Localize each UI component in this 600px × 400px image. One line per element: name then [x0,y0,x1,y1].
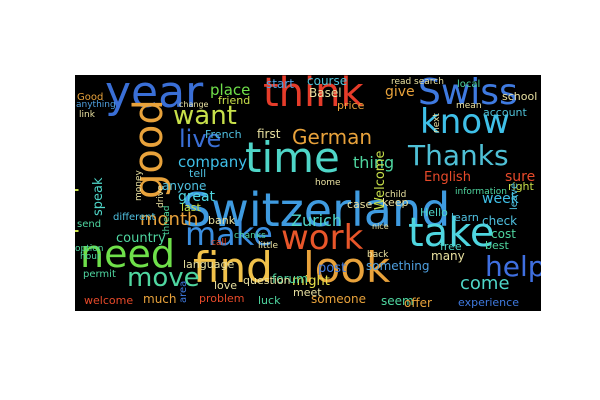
word-check: check [482,214,518,228]
word-bank: bank [208,214,236,227]
word-great: great [178,189,216,205]
word-look: look [303,243,391,292]
word-speak: speak [91,177,106,216]
word-many: many [431,249,465,263]
word-mean: mean [456,101,482,111]
word-think: think [263,75,364,116]
word-welcome: welcome [84,294,134,307]
word-month: month [140,209,199,230]
word-english: English [424,170,471,185]
word-help: help [485,250,541,283]
word-give: give [385,84,415,100]
word-place: place [210,81,251,99]
word-different: different [113,212,156,223]
word-much: much [143,292,177,306]
word-chanks: chanks [234,231,266,241]
word-meet: meet [293,286,322,299]
word-change: change [179,100,209,109]
word-offer: offer [404,296,432,310]
word-start: start [266,77,294,91]
word-want: want [173,101,237,131]
word-hello: Hello [420,206,448,219]
word-call: call [211,238,227,248]
word-permit: permit [83,269,116,280]
word-cost: cost [491,227,516,241]
word-problem: problem [199,292,245,305]
word-child: child [385,190,407,200]
word-language: language [183,258,235,271]
word-sure: sure [505,169,536,185]
word-right: right [508,180,534,193]
word-course: course [307,75,348,88]
word-tell: tell [189,167,207,180]
word-thing: thing [353,153,395,172]
word-last: last [181,201,201,214]
word-price: price [337,99,365,112]
word-basel: Basel [309,86,342,100]
word-country: country [116,231,166,246]
word-next: next [432,113,442,133]
word-thanks: Thanks [408,139,509,172]
word-good-small: Good [77,92,104,103]
word-send: send [77,219,102,230]
word-work: work [281,218,364,258]
word-luck: luck [258,294,281,307]
word-something: something [366,259,430,273]
word-someone: someone [311,292,366,306]
word-cloud: Switzerland find look year think Swiss t… [75,75,541,311]
word-love: love [214,279,238,292]
word-week: week [482,191,519,207]
word-switzerland: Switzerland [182,183,451,237]
word-question: question [243,274,291,287]
word-need: need [80,232,175,276]
word-account: account [483,106,527,119]
word-learn: learn [451,211,479,224]
word-back: back [367,250,389,260]
word-hour: hour [80,252,101,262]
word-best: best [485,239,509,252]
word-free: free [440,240,462,253]
word-search: search [414,77,444,87]
word-take: take [408,210,495,256]
word-read: read [391,77,412,87]
word-experience: experience [458,296,519,309]
word-link: link [79,110,95,120]
word-seem: seem [381,294,414,308]
word-money: money [134,170,144,201]
word-school: school [502,90,538,103]
word-swiss: Swiss [418,75,518,113]
word-anyone: anyone [162,179,207,193]
word-first: first [257,127,281,141]
word-might: might [292,274,330,289]
word-forum: forum [272,272,308,286]
word-know: know [420,102,510,142]
word-information: information [455,187,507,197]
word-french: French [205,128,242,141]
word-friend: friend [218,94,251,107]
word-zurich: Zurich [291,211,343,230]
word-post: post [318,261,347,276]
word-move: move [127,263,200,293]
word-little: little [258,241,279,251]
word-area: area [178,280,189,303]
word-make: make [185,215,273,253]
word-live: live [179,125,222,153]
word-come: come [460,273,510,294]
word-local: local [457,79,481,90]
word-german: German [292,125,373,149]
word-anything: anything [76,100,116,110]
word-find: find [193,243,273,292]
word-case: case [347,198,373,211]
word-time: time [245,133,340,182]
word-year: year [105,75,204,118]
word-nice: nice [372,222,389,231]
word-home: home [315,178,341,188]
word-keep: keep [382,196,409,209]
word-company: company [178,153,248,171]
word-option: option [75,244,104,254]
word-leave: leave [509,182,520,210]
word-thread: thread [162,205,172,235]
